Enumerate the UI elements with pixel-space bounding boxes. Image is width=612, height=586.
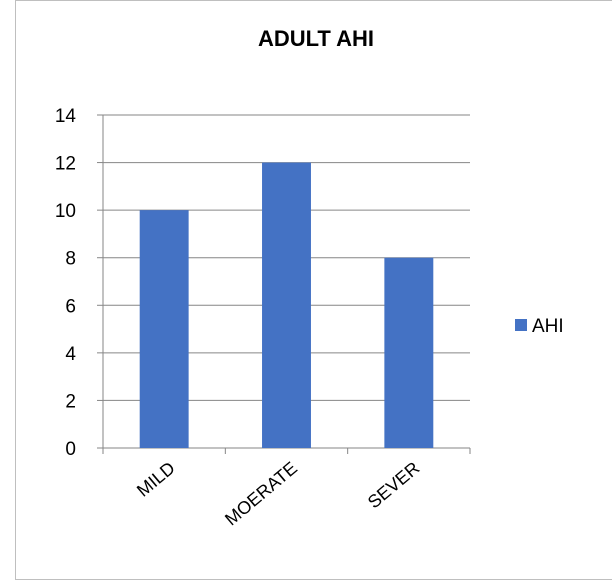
chart-border: [16, 1, 612, 580]
y-tick-label: 14: [55, 106, 77, 127]
y-tick-label: 0: [65, 439, 76, 460]
bar: [140, 210, 189, 448]
y-tick-label: 4: [65, 344, 76, 365]
legend-label: AHI: [532, 316, 564, 337]
legend-swatch: [515, 319, 527, 331]
y-tick-label: 2: [65, 391, 76, 412]
y-tick-label: 8: [65, 249, 76, 270]
y-tick-label: 10: [55, 201, 76, 222]
bar: [262, 163, 311, 448]
chart-title: ADULT AHI: [258, 26, 374, 51]
y-tick-label: 12: [55, 154, 76, 175]
bar: [384, 258, 433, 448]
y-tick-label: 6: [65, 296, 76, 317]
